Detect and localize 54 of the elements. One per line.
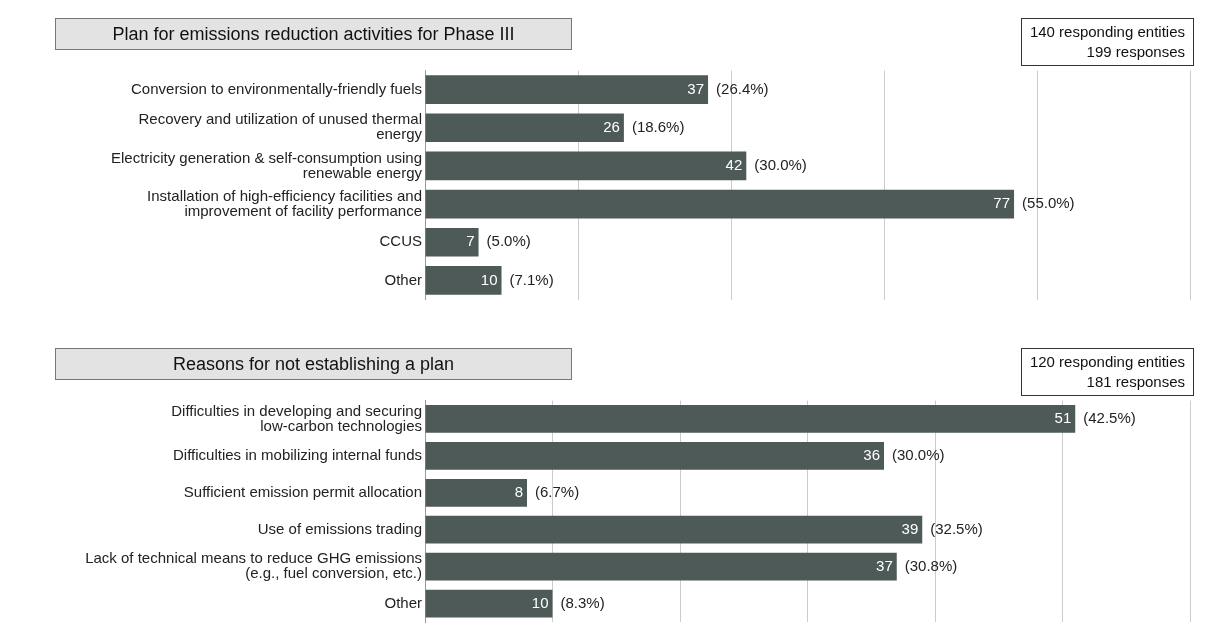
y-tick-label: Other [384, 593, 422, 611]
y-tick-label: Sufficient emission permit allocation [183, 482, 422, 500]
text: 140 responding entities [1029, 22, 1185, 42]
y-tick-label: Other [384, 270, 422, 288]
data-label: 77 [993, 194, 1011, 212]
bar [425, 189, 1015, 219]
bar [425, 589, 553, 618]
bar [425, 151, 747, 181]
chart-title: Plan for emissions reduction activities for Phase III [55, 18, 572, 50]
data-label: 39 [901, 519, 919, 537]
annotation: (18.6%) [631, 117, 685, 135]
y-tick-label: CCUS [379, 232, 422, 250]
bar [425, 75, 709, 104]
annotation: (5.0%) [486, 232, 531, 250]
bar [425, 113, 624, 143]
annotation: (30.8%) [904, 556, 958, 574]
annotation: (7.1%) [509, 270, 554, 288]
text: 120 responding entities [1029, 352, 1185, 372]
data-label: 36 [863, 446, 880, 464]
annotation: (8.3%) [560, 593, 605, 611]
y-tick-label: Recovery and utilization of unused thermal energy [138, 110, 423, 143]
annotation: (55.0%) [1022, 194, 1075, 212]
annotation: (6.7%) [535, 482, 580, 500]
data-label: 8 [514, 482, 523, 500]
y-tick-label: Lack of technical means to reduce GHG emissions (e.g., fuel conversion, etc.) [85, 549, 422, 582]
y-tick-label: Use of emissions trading [257, 519, 422, 537]
annotation: (26.4%) [716, 79, 769, 97]
data-label: 10 [480, 270, 498, 288]
data-label: 37 [687, 79, 705, 97]
y-tick-label: Difficulties in developing and securing low-carbon technologies [171, 401, 422, 434]
annotation: (30.0%) [754, 156, 807, 174]
chart-title: Reasons for not establishing a plan [55, 348, 572, 380]
data-label: 42 [725, 156, 743, 174]
bar [425, 515, 923, 544]
data-label: 51 [1054, 409, 1072, 427]
bar [425, 478, 527, 507]
y-tick-label: Conversion to environmentally-friendly fuels [131, 79, 422, 97]
annotation: (32.5%) [930, 519, 983, 537]
bar [425, 552, 897, 581]
data-label: 26 [603, 117, 620, 135]
bar [425, 266, 502, 295]
annotation: (30.0%) [892, 446, 945, 464]
annotation: (42.5%) [1083, 409, 1136, 427]
y-tick-label: Difficulties in mobilizing internal funds [172, 446, 422, 464]
bar [425, 227, 479, 257]
data-label: 7 [466, 232, 475, 250]
y-tick-label: Installation of high-efficiency facilities and improvement of facility performance [147, 186, 422, 219]
text: 181 responses [1085, 372, 1185, 392]
data-label: 10 [531, 593, 549, 611]
text: 199 responses [1085, 42, 1185, 62]
bar [425, 405, 1076, 433]
y-tick-label: Electricity generation & self-consumption using renewable energy [111, 148, 423, 181]
data-label: 37 [876, 556, 893, 574]
bar [425, 442, 884, 470]
